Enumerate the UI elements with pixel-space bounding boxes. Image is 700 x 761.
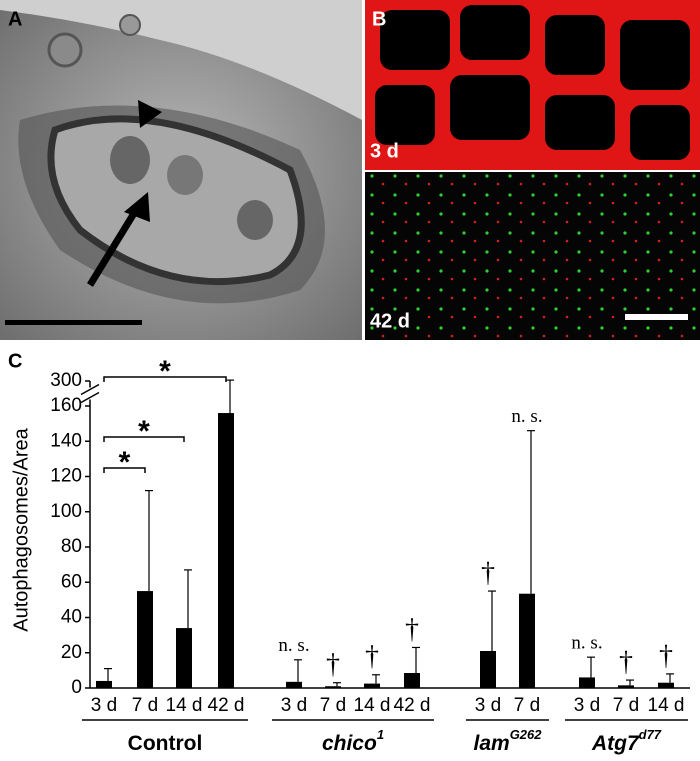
group-superscript: d77: [639, 727, 662, 742]
significance-bracket: [103, 376, 227, 382]
significance-label: †: [481, 557, 495, 588]
panel-a-image: [0, 0, 362, 340]
bar: [325, 686, 341, 688]
y-tick-label: 100: [50, 501, 82, 522]
significance-label: †: [405, 614, 419, 645]
panel-label: B: [372, 8, 386, 30]
y-tick-label: 300: [50, 370, 82, 391]
group-label: chico1: [322, 727, 384, 754]
x-tick-label: 3 d: [475, 695, 501, 716]
group-label: Atg7d77: [591, 727, 662, 754]
y-tick-label: 60: [61, 571, 82, 592]
group-label: Control: [128, 732, 203, 755]
bar: [480, 650, 496, 688]
bar: [579, 677, 595, 688]
x-tick-label: 3 d: [91, 695, 117, 716]
significance-bracket: [103, 467, 146, 473]
x-tick-label: 7 d: [514, 695, 540, 716]
y-axis-label: Autophagosomes/Area: [10, 427, 32, 631]
group-superscript: 1: [377, 727, 384, 742]
bracket-label: *: [119, 446, 131, 479]
x-tick-label: 42 d: [208, 695, 245, 716]
x-tick-label: 14 d: [648, 695, 685, 716]
axis-break-gap: [80, 387, 100, 400]
bar: [519, 593, 535, 688]
x-tick-label: 7 d: [320, 695, 346, 716]
group-label: lamG262: [474, 727, 543, 754]
y-tick-label: 20: [61, 642, 82, 663]
bar: [218, 413, 234, 688]
y-tick-label: 140: [50, 430, 82, 451]
significance-label: n. s.: [278, 635, 309, 656]
panel-b-image: [365, 0, 700, 340]
significance-bracket: [103, 436, 185, 442]
bracket-label: *: [159, 355, 171, 388]
image-label: 42 d: [370, 310, 410, 332]
group-name: Atg7: [591, 732, 640, 755]
y-tick-label: 160: [50, 395, 82, 416]
axis-break: [80, 391, 100, 404]
significance-label: †: [365, 641, 379, 672]
x-tick-label: 3 d: [574, 695, 600, 716]
y-tick-label: 40: [61, 607, 82, 628]
group-name: chico: [322, 732, 377, 755]
significance-label: n. s.: [571, 633, 602, 654]
x-tick-label: 42 d: [394, 695, 431, 716]
bar: [658, 682, 674, 688]
bar: [176, 628, 192, 688]
bar: [286, 681, 302, 688]
x-tick-label: 14 d: [166, 695, 203, 716]
significance-label: †: [326, 649, 340, 680]
panel-label: A: [8, 8, 22, 30]
bar: [364, 683, 380, 688]
bracket-label: *: [138, 415, 150, 448]
x-tick-label: 7 d: [132, 695, 158, 716]
image-label: 3 d: [370, 140, 399, 162]
axis-break: [80, 383, 100, 396]
significance-label: †: [659, 640, 673, 671]
x-tick-label: 7 d: [613, 695, 639, 716]
bar: [404, 673, 420, 688]
bar: [137, 591, 153, 688]
y-tick-label: 0: [71, 677, 82, 698]
x-tick-label: 14 d: [354, 695, 391, 716]
y-tick-label: 80: [61, 536, 82, 557]
bar: [618, 685, 634, 688]
group-name: Control: [128, 732, 203, 755]
significance-label: †: [619, 646, 633, 677]
y-tick-label: 120: [50, 466, 82, 487]
x-tick-label: 3 d: [281, 695, 307, 716]
bar: [96, 680, 112, 688]
group-superscript: G262: [510, 727, 543, 742]
significance-label: n. s.: [511, 406, 542, 427]
group-name: lam: [474, 732, 510, 755]
panel-label: C: [8, 350, 22, 372]
